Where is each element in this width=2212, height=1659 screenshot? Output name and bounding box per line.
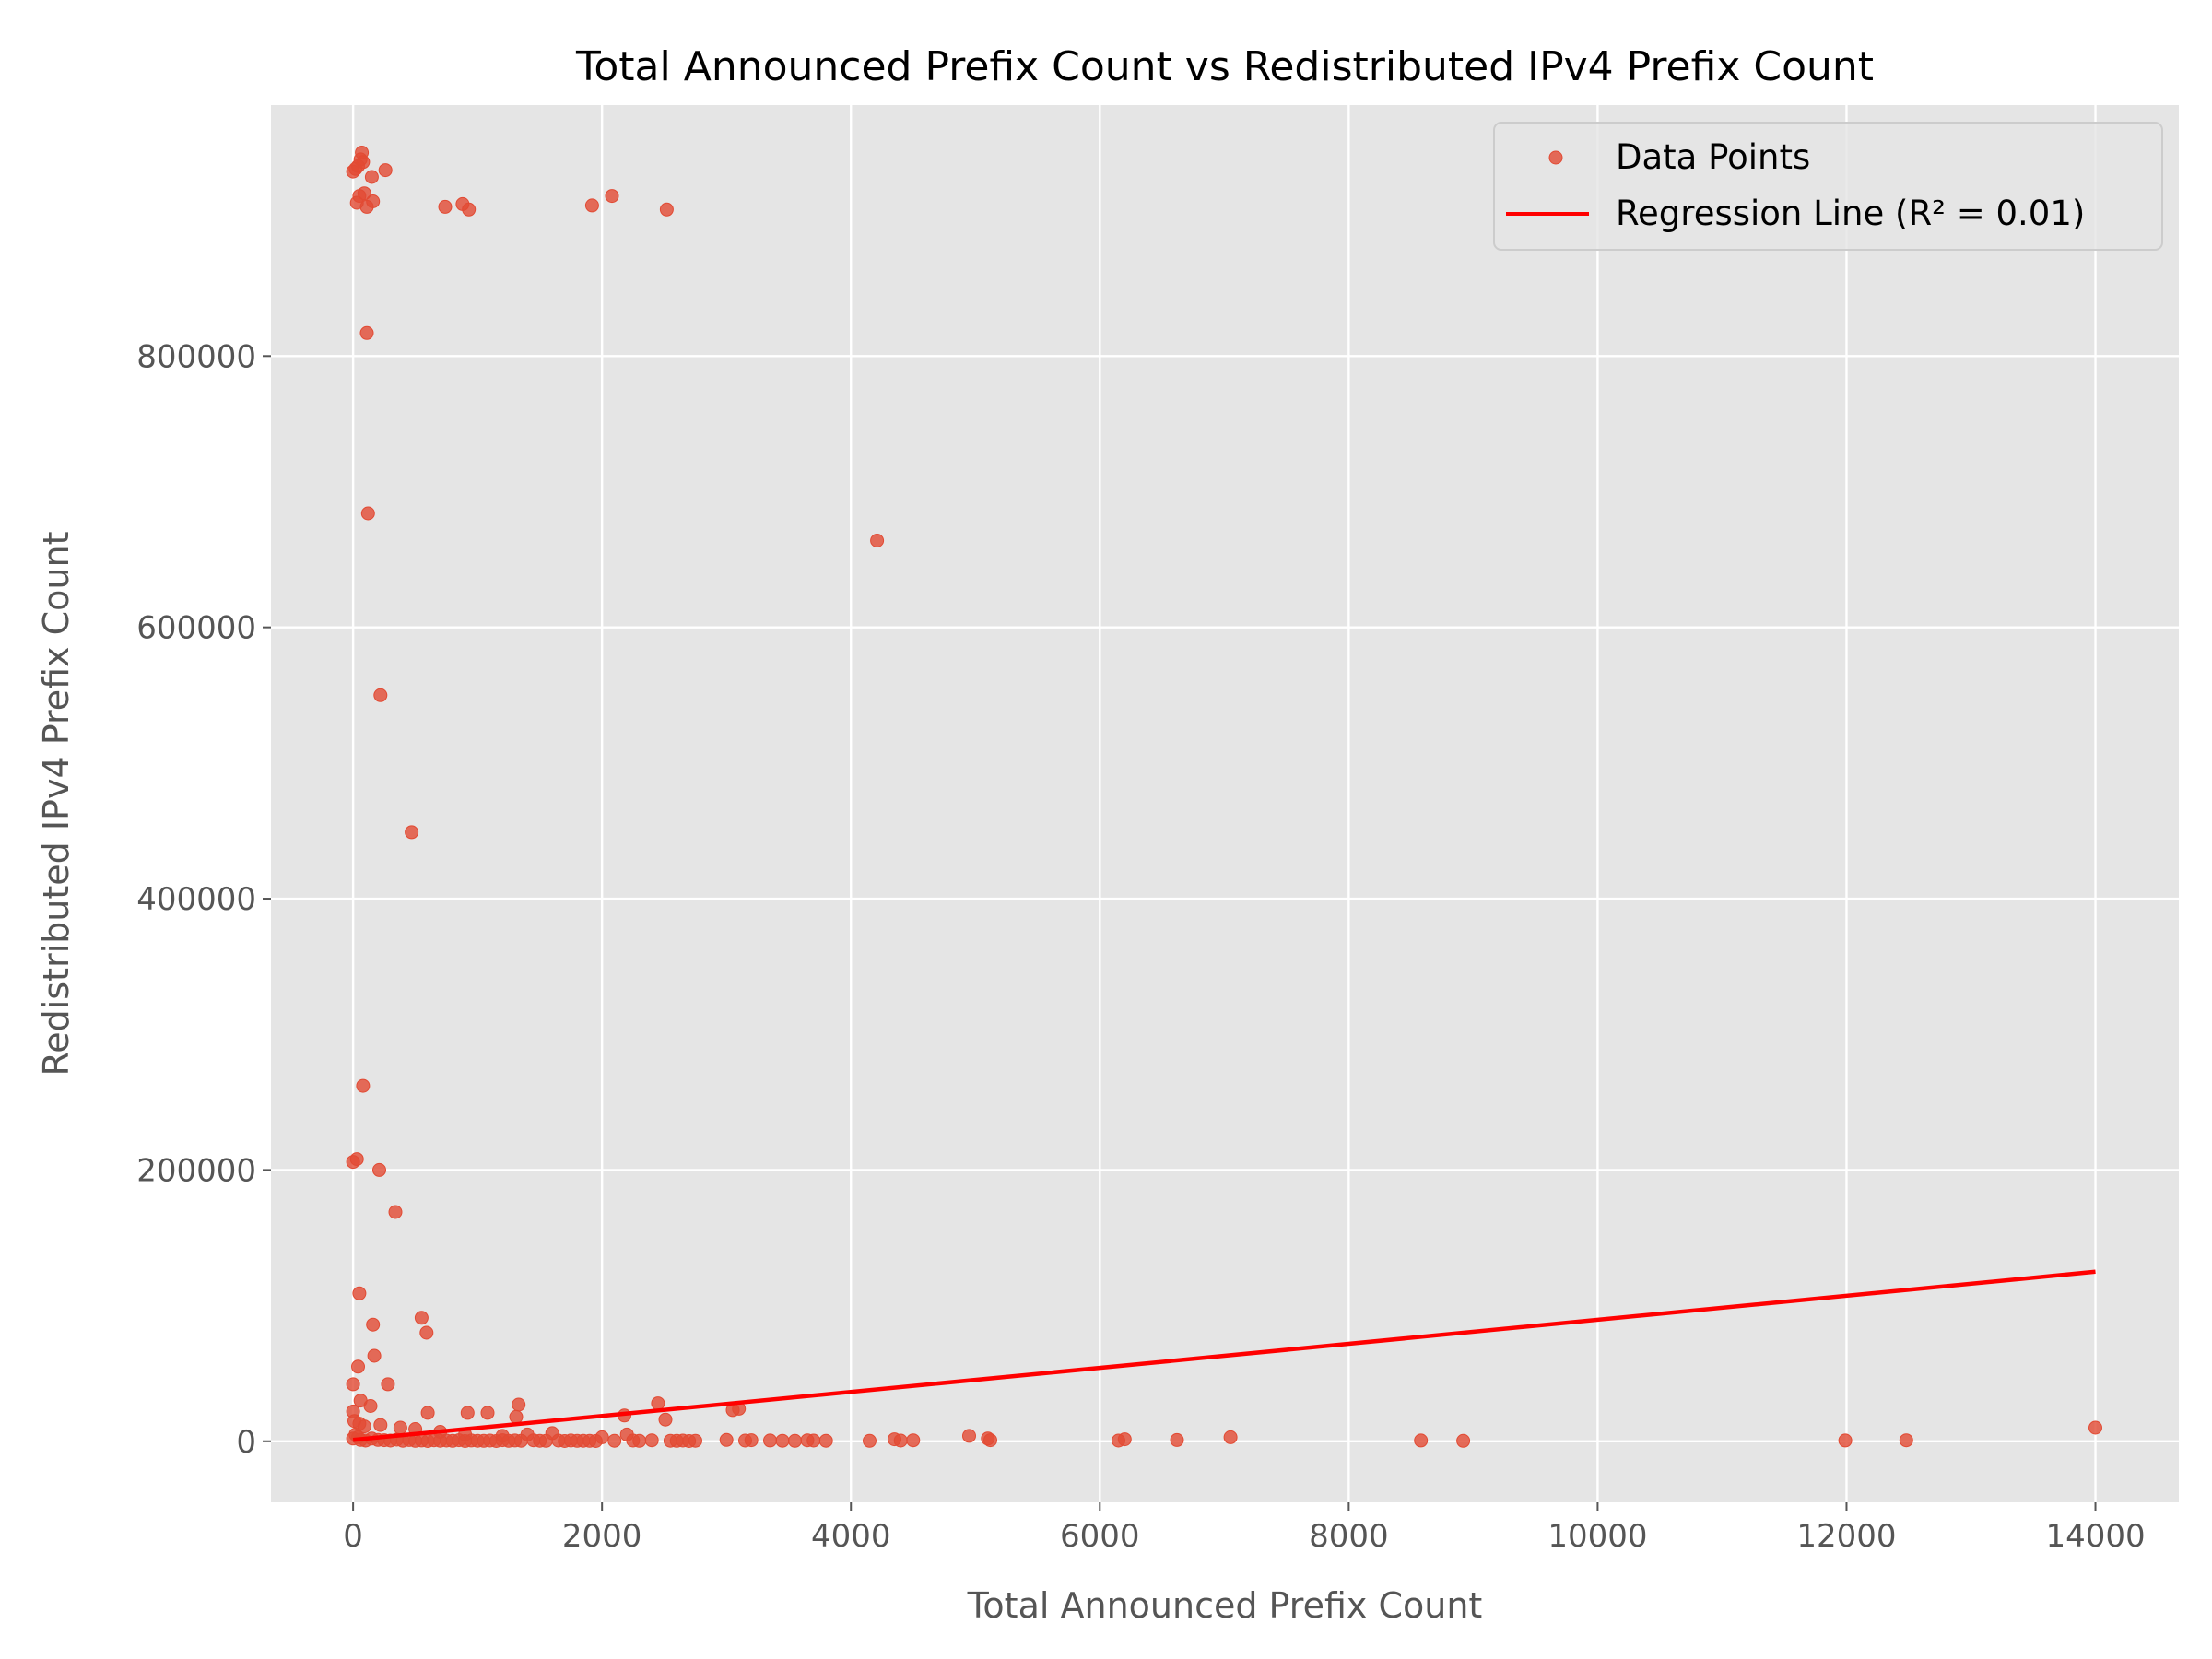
y-tick-label: 200000 xyxy=(136,1152,256,1189)
y-axis-label: Redistributed IPv4 Prefix Count xyxy=(36,532,76,1077)
data-point xyxy=(356,155,371,170)
x-axis-label: Total Announced Prefix Count xyxy=(967,1585,1483,1626)
data-point xyxy=(372,1162,386,1177)
data-point xyxy=(763,1433,777,1448)
plot-background xyxy=(271,105,2179,1502)
y-axis-ticks: 0 200000 400000 600000 800000 xyxy=(136,338,271,1461)
data-point xyxy=(818,1433,833,1448)
data-point xyxy=(644,1433,659,1448)
data-point xyxy=(367,1348,382,1363)
data-point xyxy=(420,1406,435,1420)
data-point xyxy=(480,1406,495,1420)
data-point xyxy=(659,202,674,217)
data-point xyxy=(906,1433,921,1448)
x-tick-label: 6000 xyxy=(1060,1518,1140,1555)
x-tick-label: 12000 xyxy=(1796,1518,1896,1555)
legend-line-label: Regression Line (R² = 0.01) xyxy=(1616,194,2085,233)
x-tick-label: 2000 xyxy=(562,1518,642,1555)
data-point xyxy=(719,1432,734,1447)
data-point xyxy=(983,1433,997,1448)
data-point xyxy=(352,1286,367,1300)
data-point xyxy=(414,1311,429,1325)
data-point xyxy=(373,1418,388,1432)
x-tick-label: 8000 xyxy=(1309,1518,1389,1555)
data-point xyxy=(419,1325,434,1340)
data-point xyxy=(962,1429,976,1443)
y-tick-label: 600000 xyxy=(136,610,256,647)
data-point xyxy=(2088,1420,2102,1435)
data-point xyxy=(513,1433,528,1448)
data-point xyxy=(405,825,419,840)
data-point xyxy=(538,1433,553,1448)
data-point xyxy=(360,506,375,521)
data-point xyxy=(688,1433,702,1448)
legend: Data Points Regression Line (R² = 0.01) xyxy=(1493,122,2163,251)
data-point xyxy=(366,1317,381,1332)
data-point xyxy=(863,1433,877,1448)
legend-point-marker xyxy=(1548,150,1563,165)
data-point xyxy=(366,194,381,208)
data-point xyxy=(349,1152,364,1167)
x-tick-label: 4000 xyxy=(811,1518,891,1555)
data-point xyxy=(364,170,379,184)
data-point xyxy=(388,1205,403,1219)
data-point xyxy=(788,1433,802,1448)
data-point xyxy=(651,1396,665,1411)
data-point xyxy=(357,1419,371,1434)
data-point xyxy=(1456,1433,1471,1448)
data-point xyxy=(393,1420,407,1435)
legend-points-label: Data Points xyxy=(1616,137,1810,177)
data-point xyxy=(381,1377,395,1392)
data-point xyxy=(438,199,453,214)
data-point xyxy=(512,1397,526,1412)
y-tick-label: 800000 xyxy=(136,338,256,375)
data-point xyxy=(605,189,619,204)
data-point xyxy=(1838,1433,1853,1448)
x-tick-label: 0 xyxy=(343,1518,363,1555)
data-point xyxy=(1170,1432,1184,1447)
data-point xyxy=(1223,1430,1238,1444)
data-point xyxy=(509,1409,524,1424)
data-point xyxy=(658,1412,673,1427)
chart-title: Total Announced Prefix Count vs Redistri… xyxy=(575,43,1874,90)
y-tick-label: 0 xyxy=(236,1424,256,1461)
data-point xyxy=(363,1399,378,1413)
data-point xyxy=(744,1433,759,1448)
x-tick-label: 14000 xyxy=(2045,1518,2145,1555)
data-point xyxy=(351,1359,365,1374)
data-point xyxy=(806,1433,821,1448)
data-point xyxy=(357,186,371,201)
data-point xyxy=(346,1377,360,1392)
data-point xyxy=(870,534,885,547)
x-tick-label: 10000 xyxy=(1547,1518,1647,1555)
data-points xyxy=(346,146,2102,1448)
data-point xyxy=(1117,1432,1132,1447)
data-point xyxy=(607,1433,622,1448)
data-point xyxy=(893,1433,908,1448)
regression-line-group xyxy=(352,1269,2096,1442)
data-point xyxy=(584,198,599,213)
data-point xyxy=(1899,1433,1913,1448)
data-point xyxy=(460,1406,475,1420)
data-point xyxy=(373,688,388,702)
data-point xyxy=(378,163,393,178)
data-point xyxy=(462,202,477,217)
data-point xyxy=(1414,1433,1429,1448)
data-point xyxy=(359,325,374,340)
x-axis-ticks: 0 2000 4000 6000 8000 10000 12000 14000 xyxy=(343,1502,2146,1555)
legend-box xyxy=(1493,122,2163,251)
data-point xyxy=(356,1078,371,1093)
data-point xyxy=(588,1434,603,1448)
data-point xyxy=(632,1433,647,1448)
regression-line xyxy=(352,1269,2096,1442)
y-tick-label: 400000 xyxy=(136,881,256,918)
data-point xyxy=(775,1433,790,1448)
